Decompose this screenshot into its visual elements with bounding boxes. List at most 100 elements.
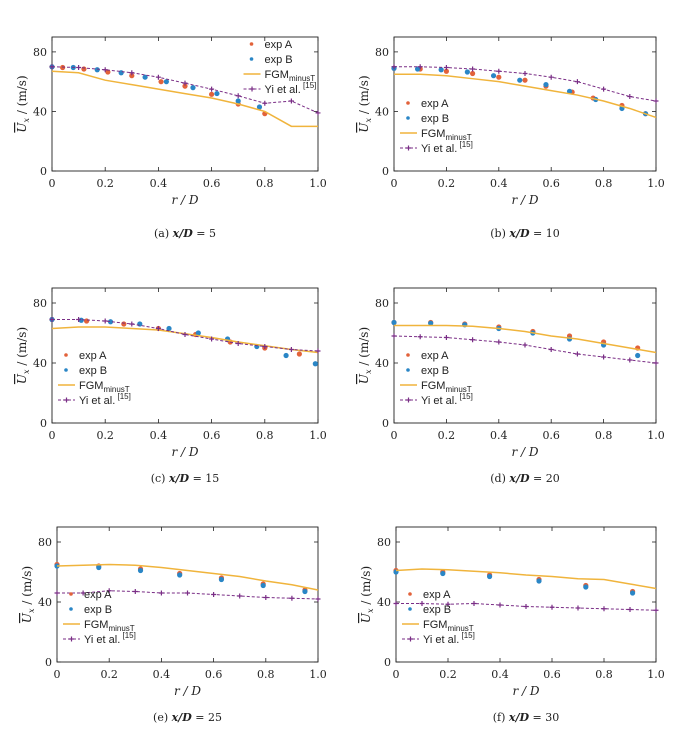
series-yi-marker	[497, 602, 503, 608]
series-exp-a-point	[470, 70, 476, 77]
series-yi-marker	[182, 332, 188, 337]
legend-marker	[406, 116, 410, 120]
y-tick-label: 80	[375, 46, 389, 59]
series-yi-marker	[549, 604, 555, 610]
series-exp-b-point	[283, 352, 289, 359]
panel-d: 0 0.2 0.4 0.6 0.8 1.0 0 40 80 r / D Ux / (m/s) exp …	[357, 287, 665, 485]
series-exp-b-point	[517, 77, 523, 83]
series-fgm-line	[395, 568, 657, 590]
x-tick-label: 0.8	[256, 429, 274, 442]
x-tick-label: 0.4	[150, 429, 168, 442]
series-yi-marker	[106, 588, 112, 594]
legend-marker	[406, 397, 411, 403]
plot-frame	[395, 526, 657, 663]
series-exp-b-point	[260, 582, 266, 589]
y-tick-label: 40	[377, 596, 391, 609]
legend-marker	[406, 101, 410, 105]
series-yi-marker	[288, 98, 294, 104]
legend-label: FGMminusT	[265, 69, 316, 83]
y-axis-label: Ux / (m/s)	[357, 75, 373, 132]
legend-marker	[408, 592, 412, 596]
series-yi-marker	[601, 86, 607, 92]
series-yi-marker	[522, 70, 528, 76]
series-exp-b-point	[440, 570, 446, 577]
series-yi-marker	[102, 67, 108, 73]
series-exp-b-point	[487, 573, 493, 580]
x-tick-label: 0.4	[490, 429, 508, 442]
legend-marker	[64, 397, 69, 403]
legend-marker	[64, 353, 68, 357]
y-tick-label: 40	[375, 357, 389, 370]
legend-label: FGMminusT	[421, 128, 472, 142]
panel-caption: (b) x/D = 10	[490, 227, 559, 240]
plot-frame	[393, 287, 657, 424]
x-tick-label: 0	[54, 668, 61, 681]
series-exp-a-point	[296, 351, 302, 357]
series-exp-b-point	[256, 104, 263, 110]
series-yi-marker	[155, 326, 161, 331]
y-tick-label: 0	[382, 417, 389, 430]
legend-label: Yi et al. [15]	[79, 392, 131, 407]
series-yi-marker	[315, 348, 321, 354]
series-yi-marker	[80, 590, 86, 596]
legend-marker	[69, 592, 73, 596]
series-yi-marker	[129, 70, 135, 76]
series-yi-marker	[548, 347, 554, 352]
series-yi-marker	[235, 93, 241, 99]
series-yi-marker	[653, 360, 659, 366]
x-tick-label: 0.4	[150, 177, 168, 190]
x-tick-label: 0.6	[203, 429, 221, 442]
series-yi-marker	[470, 337, 476, 343]
series-exp-b-point	[438, 67, 444, 73]
series-yi-marker	[315, 110, 321, 116]
series-fgm-line	[51, 70, 318, 128]
legend-label: FGMminusT	[421, 380, 472, 394]
y-tick-label: 0	[384, 656, 391, 669]
x-tick-label: 0.8	[595, 668, 613, 681]
legend-marker	[408, 607, 412, 611]
series-yi-marker	[601, 606, 607, 612]
legend-label: Yi et al. [15]	[423, 631, 475, 646]
series-yi-marker	[76, 317, 82, 322]
series-yi-marker	[315, 596, 321, 602]
y-axis-label: Ux / (m/s)	[15, 75, 31, 132]
x-axis-label: r / D	[511, 445, 538, 459]
series-exp-a-point	[182, 83, 188, 89]
series-exp-b-point	[312, 361, 318, 367]
legend-marker	[249, 86, 255, 92]
x-axis-label: r / D	[171, 193, 198, 207]
series-yi-marker	[627, 607, 633, 612]
series-yi-marker	[522, 342, 528, 348]
legend-marker	[249, 42, 254, 46]
series-exp-b-point	[142, 74, 148, 80]
panel-a: 0 0.2 0.4 0.6 0.8 1.0 0 40 80 r / D Ux / (m/s) exp …	[15, 36, 327, 240]
series-yi-marker	[209, 86, 215, 92]
series-exp-b-point	[630, 590, 636, 596]
series-yi-marker	[575, 605, 581, 611]
series-yi-marker	[627, 357, 633, 363]
series-yi-marker	[185, 590, 190, 596]
series-yi-marker	[417, 334, 423, 340]
x-tick-label: 0.6	[205, 668, 223, 681]
x-tick-label: 0.8	[256, 177, 274, 190]
x-tick-label: 0	[393, 668, 400, 681]
series-yi-marker	[49, 64, 55, 70]
x-axis-label: r / D	[174, 684, 201, 698]
x-axis-label: r / D	[512, 684, 539, 698]
series-exp-a-point	[83, 318, 90, 324]
series-yi-marker	[601, 354, 607, 360]
series-yi-marker	[209, 336, 215, 342]
legend-marker	[406, 145, 411, 151]
panel-caption: (d) x/D = 20	[490, 472, 559, 485]
legend-label: Yi et al. [15]	[84, 631, 136, 646]
legend-label: exp A	[421, 98, 449, 110]
y-tick-label: 80	[377, 536, 391, 549]
series-exp-b-point	[391, 319, 397, 326]
series-yi-marker	[445, 601, 451, 607]
series-yi-marker	[443, 65, 449, 71]
series-yi-marker	[470, 66, 476, 72]
